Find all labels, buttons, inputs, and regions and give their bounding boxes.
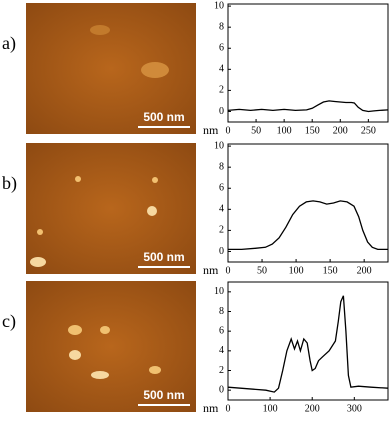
x-tick-label: 50 xyxy=(257,265,267,276)
y-tick-label: 0 xyxy=(219,106,224,117)
scale-bar-label: 500 nm xyxy=(143,250,184,264)
afm-images xyxy=(26,3,196,412)
flake xyxy=(90,25,110,35)
y-tick-label: 10 xyxy=(214,286,224,297)
plot-frame xyxy=(227,143,389,263)
x-tick-label: 300 xyxy=(347,403,362,414)
y-tick-label: 4 xyxy=(219,345,224,356)
particle xyxy=(152,177,158,183)
x-tick-label: 100 xyxy=(263,403,278,414)
flake xyxy=(100,326,110,334)
flake xyxy=(68,325,82,335)
x-tick-label: 0 xyxy=(226,265,231,276)
x-tick-label: 100 xyxy=(289,265,304,276)
flake xyxy=(69,350,81,360)
panel-label: c) xyxy=(2,311,16,332)
afm-image xyxy=(26,143,196,274)
scale-bar-label: 500 nm xyxy=(143,388,184,402)
profile-line xyxy=(227,295,389,393)
particle xyxy=(147,206,157,216)
x-tick-label: 0 xyxy=(226,125,231,136)
y-tick-label: 4 xyxy=(219,64,224,75)
y-tick-label: 0 xyxy=(219,246,224,257)
profile-line xyxy=(227,100,389,113)
particle xyxy=(30,257,46,267)
particle xyxy=(75,176,81,182)
y-tick-label: 8 xyxy=(219,161,224,172)
y-tick-label: 2 xyxy=(219,85,224,96)
profile-line xyxy=(228,200,388,251)
x-tick-label: 100 xyxy=(277,125,292,136)
particle xyxy=(37,229,43,235)
scale-bar-label: 500 nm xyxy=(143,110,184,124)
flake xyxy=(149,366,161,374)
y-tick-label: 10 xyxy=(214,140,224,151)
panel-label: a) xyxy=(2,33,16,54)
y-tick-label: 6 xyxy=(219,43,224,54)
x-axis-label: nm xyxy=(203,263,219,277)
y-tick-label: 10 xyxy=(214,0,224,11)
flake xyxy=(141,62,169,78)
x-axis-label: nm xyxy=(203,123,219,137)
x-tick-label: 150 xyxy=(323,265,338,276)
x-tick-label: 150 xyxy=(305,125,320,136)
panel-label: b) xyxy=(2,173,17,194)
x-tick-label: 0 xyxy=(226,403,231,414)
y-tick-label: 0 xyxy=(219,384,224,395)
y-tick-label: 8 xyxy=(219,306,224,317)
y-tick-label: 6 xyxy=(219,325,224,336)
x-tick-label: 200 xyxy=(357,265,372,276)
y-tick-label: 8 xyxy=(219,21,224,32)
y-tick-label: 4 xyxy=(219,204,224,215)
plot-frame xyxy=(227,281,389,401)
x-tick-label: 50 xyxy=(251,125,261,136)
flake xyxy=(91,371,109,379)
y-tick-label: 6 xyxy=(219,183,224,194)
plot-frame xyxy=(227,3,389,123)
y-tick-label: 2 xyxy=(219,365,224,376)
y-tick-label: 2 xyxy=(219,225,224,236)
afm-image xyxy=(26,281,196,412)
x-tick-label: 200 xyxy=(305,403,320,414)
x-tick-label: 200 xyxy=(333,125,348,136)
x-axis-label: nm xyxy=(203,401,219,415)
x-tick-label: 250 xyxy=(361,125,376,136)
